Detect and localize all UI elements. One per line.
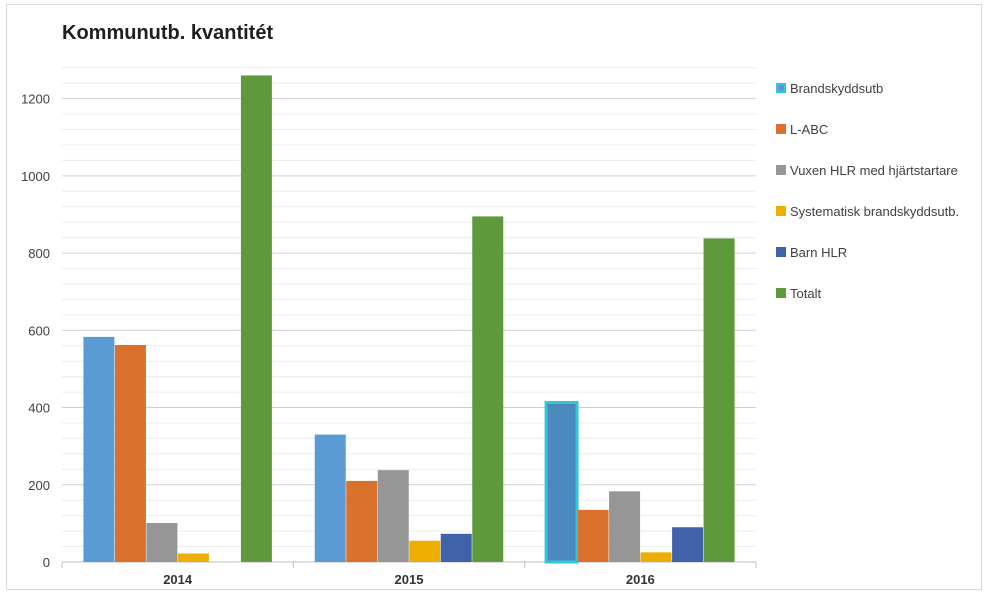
bar [609,491,641,562]
legend-label: Barn HLR [790,244,848,260]
legend-label: Vuxen HLR med hjärtstartare [790,162,958,178]
legend-swatch [776,165,786,175]
bar [177,553,209,562]
bar [409,540,441,562]
legend-swatch [776,206,786,216]
bar [703,238,735,562]
legend-item: Systematisk brandskyddsutb. [776,201,959,221]
legend-item: Totalt [776,283,959,303]
legend-label: Totalt [790,285,822,301]
legend-item: Vuxen HLR med hjärtstartare [776,160,959,180]
y-tick-label: 1200 [21,92,50,107]
bar [146,522,178,562]
x-tick-label: 2015 [395,572,424,587]
legend-swatch [776,83,786,93]
y-tick-label: 600 [28,323,50,338]
legend-item: Brandskyddsutb [776,78,959,98]
bar [640,552,672,562]
chart-title: Kommunutb. kvantitét [62,22,274,44]
bar [672,527,704,562]
y-tick-label: 0 [43,555,50,570]
bar [577,509,609,562]
bar [240,75,272,562]
bar [544,401,579,564]
bar [440,533,472,562]
bar [472,216,504,562]
bar [346,480,378,562]
bar [377,470,409,562]
legend-swatch [776,288,786,298]
chart-legend: Brandskyddsutb L-ABC Vuxen HLR med hjärtst… [776,78,959,324]
y-tick-label: 1000 [21,169,50,184]
bar [83,336,115,562]
legend-label: Systematisk brandskyddsutb. [790,203,960,219]
y-tick-label: 200 [28,478,50,493]
x-tick-label: 2016 [626,572,655,587]
legend-label: Brandskyddsutb [790,80,884,96]
bar [114,344,146,562]
legend-label: L-ABC [790,121,829,137]
legend-item: Barn HLR [776,242,959,262]
legend-swatch [776,247,786,257]
y-tick-label: 400 [28,401,50,416]
legend-swatch [776,124,786,134]
bar [314,434,346,562]
x-tick-label: 2014 [163,572,193,587]
legend-item: L-ABC [776,119,959,139]
y-tick-label: 800 [28,246,50,261]
